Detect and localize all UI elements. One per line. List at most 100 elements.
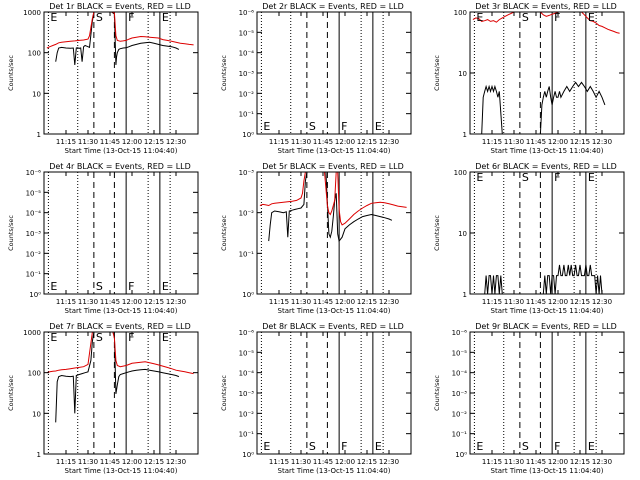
x-tick-label: 12:15 — [144, 138, 164, 146]
x-axis-label: Start Time (13-Oct-15 11:04:40) — [278, 307, 391, 315]
events-series-line — [481, 81, 606, 134]
x-tick-label: 11:30 — [291, 298, 311, 306]
time-markers — [260, 172, 384, 294]
x-tick-label: 12:00 — [335, 138, 355, 146]
events-series-line — [268, 172, 393, 243]
panel-title: Det 9r BLACK = Events, RED = LLD — [475, 322, 617, 331]
plot-frame — [256, 11, 412, 135]
marker-label-s: S — [96, 280, 103, 293]
x-tick-label: 12:00 — [548, 458, 568, 466]
series-group — [46, 12, 194, 65]
marker-label-s: S — [522, 11, 529, 24]
marker-label-s: S — [96, 11, 103, 24]
panel-title: Det 1r BLACK = Events, RED = LLD — [49, 2, 191, 11]
y-tick-label: 10⁻³ — [239, 390, 255, 398]
x-tick-label: 12:15 — [144, 298, 164, 306]
y-tick-label: 10⁻⁵ — [452, 349, 468, 357]
x-tick-label: 11:15 — [482, 458, 502, 466]
events-series-line — [484, 264, 603, 294]
plot-frame — [469, 331, 625, 455]
y-tick-label: 10⁻⁵ — [26, 189, 42, 197]
y-tick-label: 10⁰ — [242, 451, 254, 459]
x-tick-label: 12:00 — [548, 298, 568, 306]
plot-frame — [43, 171, 199, 295]
x-tick-label: 12:30 — [166, 458, 186, 466]
marker-label-s: S — [522, 171, 529, 184]
x-tick-label: 12:00 — [122, 458, 142, 466]
x-tick-label: 11:30 — [78, 298, 98, 306]
y-tick-label: 10⁻⁵ — [239, 29, 255, 37]
y-tick-label: 10⁻² — [452, 410, 468, 418]
marker-label-e: E — [588, 11, 595, 24]
y-tick-label: 1000 — [23, 329, 41, 337]
marker-label-e: E — [162, 11, 169, 24]
x-tick-label: 12:15 — [357, 458, 377, 466]
x-tick-label: 12:15 — [570, 298, 590, 306]
panel-title: Det 3r BLACK = Events, RED = LLD — [475, 2, 617, 11]
y-axis-label: Counts/sec — [7, 375, 15, 411]
x-tick-label: 12:00 — [335, 298, 355, 306]
x-tick-label: 11:45 — [526, 298, 546, 306]
x-tick-label: 12:30 — [379, 138, 399, 146]
y-tick-label: 10⁻⁵ — [239, 349, 255, 357]
lld-series-line — [259, 172, 407, 226]
x-tick-label: 12:15 — [357, 298, 377, 306]
marker-label-e: E — [375, 440, 382, 453]
y-tick-label: 10⁻³ — [239, 70, 255, 78]
y-tick-label: 10⁰ — [242, 131, 254, 139]
marker-label-s: S — [522, 440, 529, 453]
marker-label-s: S — [96, 331, 103, 344]
lld-series-line — [46, 332, 194, 375]
y-tick-label: 10⁻⁶ — [239, 329, 255, 337]
x-axis-label: Start Time (13-Oct-15 11:04:40) — [491, 147, 604, 155]
x-axis-label: Start Time (13-Oct-15 11:04:40) — [278, 147, 391, 155]
marker-label-e: E — [476, 11, 483, 24]
x-tick-label: 11:45 — [313, 458, 333, 466]
x-tick-label: 11:15 — [269, 138, 289, 146]
marker-label-e: E — [162, 280, 169, 293]
marker-label-f: F — [341, 120, 347, 133]
marker-label-e: E — [50, 280, 57, 293]
y-tick-label: 10⁻⁴ — [26, 210, 42, 218]
x-tick-label: 12:15 — [357, 138, 377, 146]
y-tick-label: 10⁻¹ — [239, 250, 255, 258]
y-tick-label: 10⁻³ — [26, 230, 42, 238]
series-group — [259, 172, 407, 243]
x-tick-label: 11:15 — [269, 298, 289, 306]
marker-label-e: E — [476, 440, 483, 453]
marker-label-f: F — [554, 11, 560, 24]
x-axis-label: Start Time (13-Oct-15 11:04:40) — [491, 467, 604, 475]
y-tick-label: 10⁰ — [242, 291, 254, 299]
time-markers — [47, 172, 171, 294]
x-tick-label: 11:45 — [100, 298, 120, 306]
y-tick-label: 100 — [454, 169, 467, 177]
y-axis-label: Counts/sec — [220, 55, 228, 91]
x-tick-label: 11:15 — [269, 458, 289, 466]
y-axis-label: Counts/sec — [433, 375, 441, 411]
x-tick-label: 11:45 — [313, 298, 333, 306]
marker-label-s: S — [309, 440, 316, 453]
x-axis-label: Start Time (13-Oct-15 11:04:40) — [65, 147, 178, 155]
y-tick-label: 10⁻² — [239, 210, 255, 218]
x-tick-label: 12:30 — [379, 298, 399, 306]
marker-label-f: F — [128, 280, 134, 293]
panel-title: Det 6r BLACK = Events, RED = LLD — [475, 162, 617, 171]
marker-label-e: E — [588, 171, 595, 184]
marker-label-f: F — [128, 331, 134, 344]
y-tick-label: 10⁰ — [29, 291, 41, 299]
y-tick-label: 10⁻⁶ — [239, 9, 255, 17]
x-tick-label: 11:45 — [100, 138, 120, 146]
marker-label-e: E — [50, 11, 57, 24]
plot-frame — [43, 331, 199, 455]
y-tick-label: 100 — [28, 50, 41, 58]
x-tick-label: 11:30 — [504, 458, 524, 466]
panel-title: Det 7r BLACK = Events, RED = LLD — [49, 322, 191, 331]
x-tick-label: 12:30 — [592, 458, 612, 466]
x-tick-label: 12:30 — [379, 458, 399, 466]
y-axis-label: Counts/sec — [7, 55, 15, 91]
y-tick-label: 1 — [463, 131, 467, 139]
